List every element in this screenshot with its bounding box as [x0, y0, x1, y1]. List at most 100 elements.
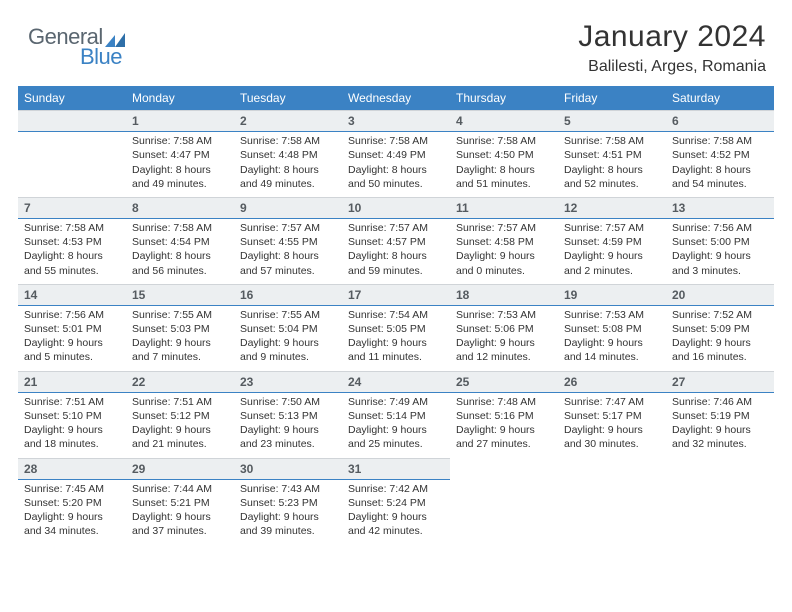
- day-cell: 23 Sunrise: 7:50 AMSunset: 5:13 PMDayligh…: [234, 371, 342, 458]
- daylight-text: Daylight: 9 hours and 12 minutes.: [456, 336, 552, 364]
- day-content: Sunrise: 7:58 AMSunset: 4:52 PMDaylight:…: [666, 132, 774, 197]
- sunset-text: Sunset: 5:13 PM: [240, 409, 336, 423]
- day-content: Sunrise: 7:45 AMSunset: 5:20 PMDaylight:…: [18, 480, 126, 545]
- week-row: 28Sunrise: 7:45 AMSunset: 5:20 PMDayligh…: [18, 458, 774, 545]
- weeks-container: 1Sunrise: 7:58 AMSunset: 4:47 PMDaylight…: [18, 110, 774, 544]
- dow-saturday: Saturday: [666, 86, 774, 110]
- daylight-text: Daylight: 8 hours and 54 minutes.: [672, 163, 768, 191]
- day-number: 5: [558, 110, 666, 132]
- day-number: 7: [18, 197, 126, 219]
- day-content: Sunrise: 7:58 AMSunset: 4:48 PMDaylight:…: [234, 132, 342, 197]
- day-cell: 17Sunrise: 7:54 AMSunset: 5:05 PMDayligh…: [342, 284, 450, 371]
- daylight-text: Daylight: 9 hours and 34 minutes.: [24, 510, 120, 538]
- day-content: Sunrise: 7:58 AMSunset: 4:47 PMDaylight:…: [126, 132, 234, 197]
- daylight-text: Daylight: 9 hours and 39 minutes.: [240, 510, 336, 538]
- sunset-text: Sunset: 5:19 PM: [672, 409, 768, 423]
- day-number: 16: [234, 284, 342, 306]
- day-number: 24: [342, 371, 450, 393]
- sunrise-text: Sunrise: 7:58 AM: [132, 221, 228, 235]
- day-content: Sunrise: 7:58 AMSunset: 4:54 PMDaylight:…: [126, 219, 234, 284]
- dow-wednesday: Wednesday: [342, 86, 450, 110]
- daylight-text: Daylight: 9 hours and 5 minutes.: [24, 336, 120, 364]
- sunrise-text: Sunrise: 7:50 AM: [240, 395, 336, 409]
- day-cell: 5Sunrise: 7:58 AMSunset: 4:51 PMDaylight…: [558, 110, 666, 197]
- day-content: Sunrise: 7:53 AMSunset: 5:08 PMDaylight:…: [558, 306, 666, 371]
- day-content: Sunrise: 7:58 AMSunset: 4:51 PMDaylight:…: [558, 132, 666, 197]
- sunset-text: Sunset: 5:09 PM: [672, 322, 768, 336]
- sunrise-text: Sunrise: 7:42 AM: [348, 482, 444, 496]
- day-content: Sunrise: 7:53 AMSunset: 5:06 PMDaylight:…: [450, 306, 558, 371]
- sunset-text: Sunset: 5:16 PM: [456, 409, 552, 423]
- sunset-text: Sunset: 4:48 PM: [240, 148, 336, 162]
- daylight-text: Daylight: 9 hours and 37 minutes.: [132, 510, 228, 538]
- sunset-text: Sunset: 5:17 PM: [564, 409, 660, 423]
- day-cell: [666, 458, 774, 545]
- sunset-text: Sunset: 5:20 PM: [24, 496, 120, 510]
- day-number: 2: [234, 110, 342, 132]
- dow-friday: Friday: [558, 86, 666, 110]
- day-number: 21: [18, 371, 126, 393]
- sunset-text: Sunset: 5:14 PM: [348, 409, 444, 423]
- daylight-text: Daylight: 9 hours and 3 minutes.: [672, 249, 768, 277]
- sunset-text: Sunset: 4:55 PM: [240, 235, 336, 249]
- day-content: Sunrise: 7:56 AMSunset: 5:01 PMDaylight:…: [18, 306, 126, 371]
- daylight-text: Daylight: 9 hours and 2 minutes.: [564, 249, 660, 277]
- day-content: Sunrise: 7:47 AMSunset: 5:17 PMDaylight:…: [558, 393, 666, 458]
- day-cell: 20Sunrise: 7:52 AMSunset: 5:09 PMDayligh…: [666, 284, 774, 371]
- daylight-text: Daylight: 9 hours and 7 minutes.: [132, 336, 228, 364]
- week-row: 21Sunrise: 7:51 AMSunset: 5:10 PMDayligh…: [18, 371, 774, 458]
- day-content: Sunrise: 7:51 AMSunset: 5:10 PMDaylight:…: [18, 393, 126, 458]
- day-cell: 2Sunrise: 7:58 AMSunset: 4:48 PMDaylight…: [234, 110, 342, 197]
- day-content: Sunrise: 7:46 AMSunset: 5:19 PMDaylight:…: [666, 393, 774, 458]
- day-number: 6: [666, 110, 774, 132]
- page-header: GeneralBlue January 2024 Balilesti, Arge…: [18, 18, 774, 76]
- sunrise-text: Sunrise: 7:56 AM: [672, 221, 768, 235]
- sunset-text: Sunset: 5:21 PM: [132, 496, 228, 510]
- day-cell: 14Sunrise: 7:56 AMSunset: 5:01 PMDayligh…: [18, 284, 126, 371]
- day-number: 1: [126, 110, 234, 132]
- daylight-text: Daylight: 8 hours and 56 minutes.: [132, 249, 228, 277]
- sunrise-text: Sunrise: 7:57 AM: [564, 221, 660, 235]
- daylight-text: Daylight: 8 hours and 57 minutes.: [240, 249, 336, 277]
- sunrise-text: Sunrise: 7:58 AM: [24, 221, 120, 235]
- day-cell: 31Sunrise: 7:42 AMSunset: 5:24 PMDayligh…: [342, 458, 450, 545]
- day-cell: 25Sunrise: 7:48 AMSunset: 5:16 PMDayligh…: [450, 371, 558, 458]
- sunset-text: Sunset: 5:04 PM: [240, 322, 336, 336]
- sunrise-text: Sunrise: 7:46 AM: [672, 395, 768, 409]
- day-content: Sunrise: 7:48 AMSunset: 5:16 PMDaylight:…: [450, 393, 558, 458]
- daylight-text: Daylight: 8 hours and 59 minutes.: [348, 249, 444, 277]
- daylight-text: Daylight: 9 hours and 21 minutes.: [132, 423, 228, 451]
- sunset-text: Sunset: 5:24 PM: [348, 496, 444, 510]
- day-cell: 10Sunrise: 7:57 AMSunset: 4:57 PMDayligh…: [342, 197, 450, 284]
- day-cell: 22Sunrise: 7:51 AMSunset: 5:12 PMDayligh…: [126, 371, 234, 458]
- day-content: Sunrise: 7:44 AMSunset: 5:21 PMDaylight:…: [126, 480, 234, 545]
- day-content: Sunrise: 7:57 AMSunset: 4:57 PMDaylight:…: [342, 219, 450, 284]
- day-content: Sunrise: 7:52 AMSunset: 5:09 PMDaylight:…: [666, 306, 774, 371]
- sunrise-text: Sunrise: 7:54 AM: [348, 308, 444, 322]
- day-content: Sunrise: 7:43 AMSunset: 5:23 PMDaylight:…: [234, 480, 342, 545]
- day-cell: 6Sunrise: 7:58 AMSunset: 4:52 PMDaylight…: [666, 110, 774, 197]
- day-number: 23: [234, 371, 342, 393]
- day-content: Sunrise: 7:49 AMSunset: 5:14 PMDaylight:…: [342, 393, 450, 458]
- dow-tuesday: Tuesday: [234, 86, 342, 110]
- daylight-text: Daylight: 9 hours and 23 minutes.: [240, 423, 336, 451]
- daylight-text: Daylight: 9 hours and 14 minutes.: [564, 336, 660, 364]
- dow-thursday: Thursday: [450, 86, 558, 110]
- day-cell: 26Sunrise: 7:47 AMSunset: 5:17 PMDayligh…: [558, 371, 666, 458]
- day-number: 12: [558, 197, 666, 219]
- day-cell: 3Sunrise: 7:58 AMSunset: 4:49 PMDaylight…: [342, 110, 450, 197]
- sunrise-text: Sunrise: 7:58 AM: [132, 134, 228, 148]
- day-number: 27: [666, 371, 774, 393]
- dow-monday: Monday: [126, 86, 234, 110]
- day-cell: 16Sunrise: 7:55 AMSunset: 5:04 PMDayligh…: [234, 284, 342, 371]
- sunrise-text: Sunrise: 7:44 AM: [132, 482, 228, 496]
- sunset-text: Sunset: 5:05 PM: [348, 322, 444, 336]
- day-cell: 27Sunrise: 7:46 AMSunset: 5:19 PMDayligh…: [666, 371, 774, 458]
- sunset-text: Sunset: 4:54 PM: [132, 235, 228, 249]
- day-number: 25: [450, 371, 558, 393]
- dow-sunday: Sunday: [18, 86, 126, 110]
- day-cell: [18, 110, 126, 197]
- day-number: 31: [342, 458, 450, 480]
- sunrise-text: Sunrise: 7:52 AM: [672, 308, 768, 322]
- sunset-text: Sunset: 5:00 PM: [672, 235, 768, 249]
